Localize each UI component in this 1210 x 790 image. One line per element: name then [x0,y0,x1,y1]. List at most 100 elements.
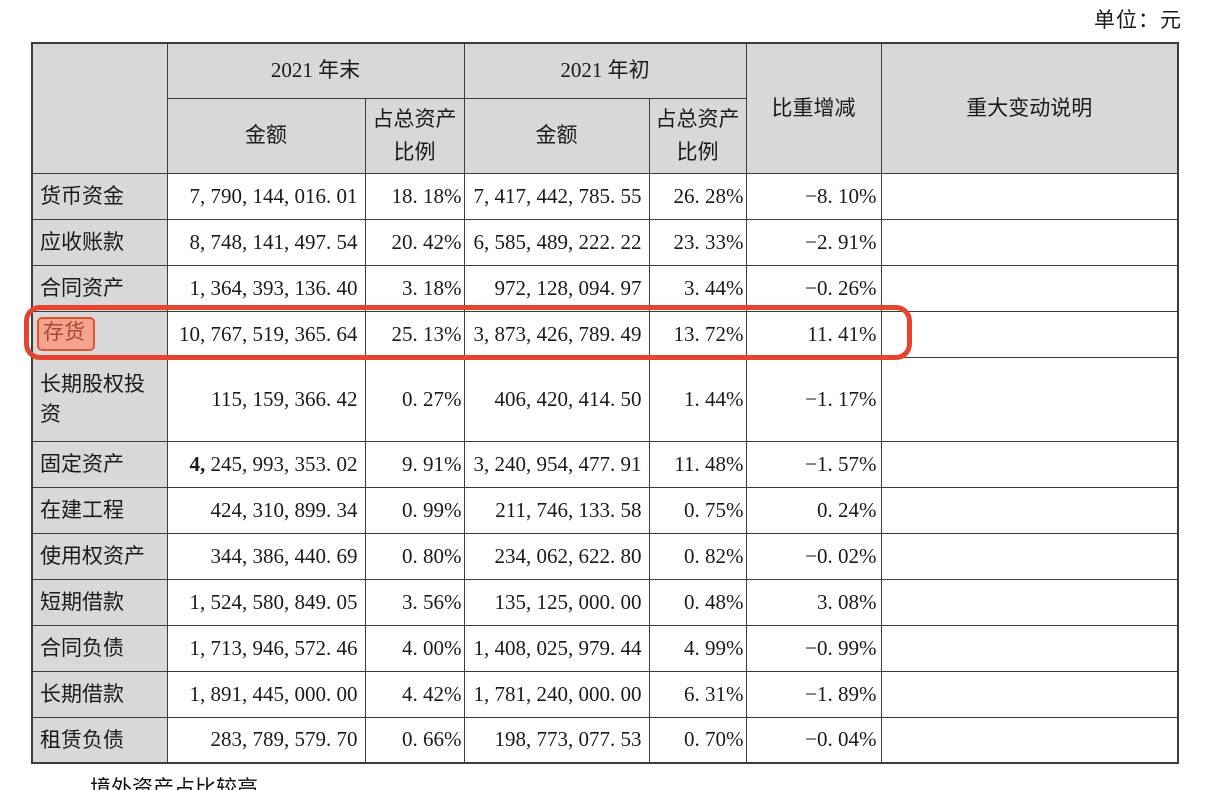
change-cell: −0. 99% [745,624,882,672]
amount-cell: 972, 128, 094. 97 [463,264,650,312]
amount-cell: 344, 386, 440. 69 [166,532,366,580]
pct-cell: 13. 72% [648,310,747,358]
note-cell [880,440,1179,488]
change-cell: −1. 89% [745,670,882,718]
amount-cell: 8, 748, 141, 497. 54 [166,218,366,266]
header-pct-end: 占总资产 比例 [364,97,465,174]
amount-cell: 1, 781, 240, 000. 00 [463,670,650,718]
amount-cell: 1, 408, 025, 979. 44 [463,624,650,672]
table-row-right-of-use-assets: 使用权资产 344, 386, 440. 69 0. 80% 234, 062,… [31,532,1179,580]
pct-cell: 0. 80% [364,532,465,580]
amount-cell: 1, 713, 946, 572. 46 [166,624,366,672]
change-cell: −2. 91% [745,218,882,266]
note-cell [880,532,1179,580]
amount-cell: 6, 585, 489, 222. 22 [463,218,650,266]
note-cell [880,716,1179,764]
assets-liabilities-table: 2021 年末 2021 年初 比重增减 重大变动说明 金额 占总资产 比例 金… [31,42,1179,764]
pct-cell: 6. 31% [648,670,747,718]
amount-cell: 10, 767, 519, 365. 64 [166,310,366,358]
header-pct-line2: 比例 [676,139,719,164]
row-label-cell: 租赁负债 [31,716,168,764]
header-2021-year-end: 2021 年末 [166,42,465,99]
unit-label: 单位：元 [1094,8,1182,32]
pct-cell: 0. 27% [364,356,465,442]
assets-liabilities-table-wrap: 2021 年末 2021 年初 比重增减 重大变动说明 金额 占总资产 比例 金… [31,42,1179,764]
table-row-long-term-borrowings: 长期借款 1, 891, 445, 000. 00 4. 42% 1, 781,… [31,670,1179,718]
row-label-cell: 在建工程 [31,486,168,534]
pct-cell: 0. 75% [648,486,747,534]
pct-cell: 0. 48% [648,578,747,626]
pct-cell: 0. 66% [364,716,465,764]
table-row-inventory-highlighted: 存货 10, 767, 519, 365. 64 25. 13% 3, 873,… [31,310,1179,358]
pct-cell: 0. 82% [648,532,747,580]
change-cell: −0. 02% [745,532,882,580]
note-cell [880,486,1179,534]
amount-cell: 1, 524, 580, 849. 05 [166,578,366,626]
row-label-cell: 合同资产 [31,264,168,312]
amount-cell: 424, 310, 899. 34 [166,486,366,534]
pct-cell: 3. 56% [364,578,465,626]
row-label-cell: 应收账款 [31,218,168,266]
header-amount-begin: 金额 [463,97,650,174]
amount-cell: 4, 245, 993, 353. 02 [166,440,366,488]
row-label-cell: 固定资产 [31,440,168,488]
amount-cell: 7, 790, 144, 016. 01 [166,172,366,220]
amount-cell: 135, 125, 000. 00 [463,578,650,626]
table-row-lease-liabilities: 租赁负债 283, 789, 579. 70 0. 66% 198, 773, … [31,716,1179,764]
amount-cell: 1, 891, 445, 000. 00 [166,670,366,718]
row-label-cell: 长期借款 [31,670,168,718]
change-cell: −0. 26% [745,264,882,312]
note-cell [880,264,1179,312]
table-row-long-term-equity-investment: 长期股权投资 115, 159, 366. 42 0. 27% 406, 420… [31,356,1179,442]
header-proportion-change: 比重增减 [745,42,882,174]
pct-cell: 0. 99% [364,486,465,534]
change-cell: 11. 41% [745,310,882,358]
table-row-fixed-assets: 固定资产 4, 245, 993, 353. 02 9. 91% 3, 240,… [31,440,1179,488]
change-cell: 0. 24% [745,486,882,534]
pct-cell: 23. 33% [648,218,747,266]
pct-cell: 25. 13% [364,310,465,358]
inventory-highlight-label: 存货 [37,317,95,351]
row-label-cell: 存货 [31,310,168,358]
pct-cell: 3. 44% [648,264,747,312]
note-cell [880,218,1179,266]
row-label-cell: 使用权资产 [31,532,168,580]
header-pct-line1: 占总资产 [655,106,740,131]
change-cell: −1. 57% [745,440,882,488]
header-pct-line2: 比例 [393,139,436,164]
amount-cell: 115, 159, 366. 42 [166,356,366,442]
amount-cell: 406, 420, 414. 50 [463,356,650,442]
pct-cell: 18. 18% [364,172,465,220]
header-row-2: 金额 占总资产 比例 金额 占总资产 比例 [32,97,1178,174]
table-row-contract-assets: 合同资产 1, 364, 393, 136. 40 3. 18% 972, 12… [31,264,1179,312]
corner-header-cell [31,42,168,174]
amount-cell: 283, 789, 579. 70 [166,716,366,764]
table-row-construction-in-progress: 在建工程 424, 310, 899. 34 0. 99% 211, 746, … [31,486,1179,534]
pct-cell: 1. 44% [648,356,747,442]
row-label-cell: 长期股权投资 [31,356,168,442]
header-2021-year-begin: 2021 年初 [463,42,747,99]
table-row-monetary-funds: 货币资金 7, 790, 144, 016. 01 18. 18% 7, 417… [31,172,1179,220]
note-cell [880,172,1179,220]
note-cell [880,578,1179,626]
amount-cell: 198, 773, 077. 53 [463,716,650,764]
change-cell: −0. 04% [745,716,882,764]
pct-cell: 4. 00% [364,624,465,672]
pct-cell: 26. 28% [648,172,747,220]
change-cell: 3. 08% [745,578,882,626]
note-cell [880,624,1179,672]
row-label-cell: 短期借款 [31,578,168,626]
pct-cell: 4. 42% [364,670,465,718]
header-row-1: 2021 年末 2021 年初 比重增减 重大变动说明 [31,42,1179,174]
pct-cell: 0. 70% [648,716,747,764]
amount-cell: 3, 873, 426, 789. 49 [463,310,650,358]
row-label-cell: 货币资金 [31,172,168,220]
amount-cell: 3, 240, 954, 477. 91 [463,440,650,488]
pct-cell: 9. 91% [364,440,465,488]
amount-cell: 1, 364, 393, 136. 40 [166,264,366,312]
pct-cell: 3. 18% [364,264,465,312]
table-row-short-term-borrowings: 短期借款 1, 524, 580, 849. 05 3. 56% 135, 12… [31,578,1179,626]
note-cell [880,670,1179,718]
clipped-footer-text: 境外资产占比较高 [90,776,258,790]
header-major-change-note: 重大变动说明 [880,42,1179,174]
